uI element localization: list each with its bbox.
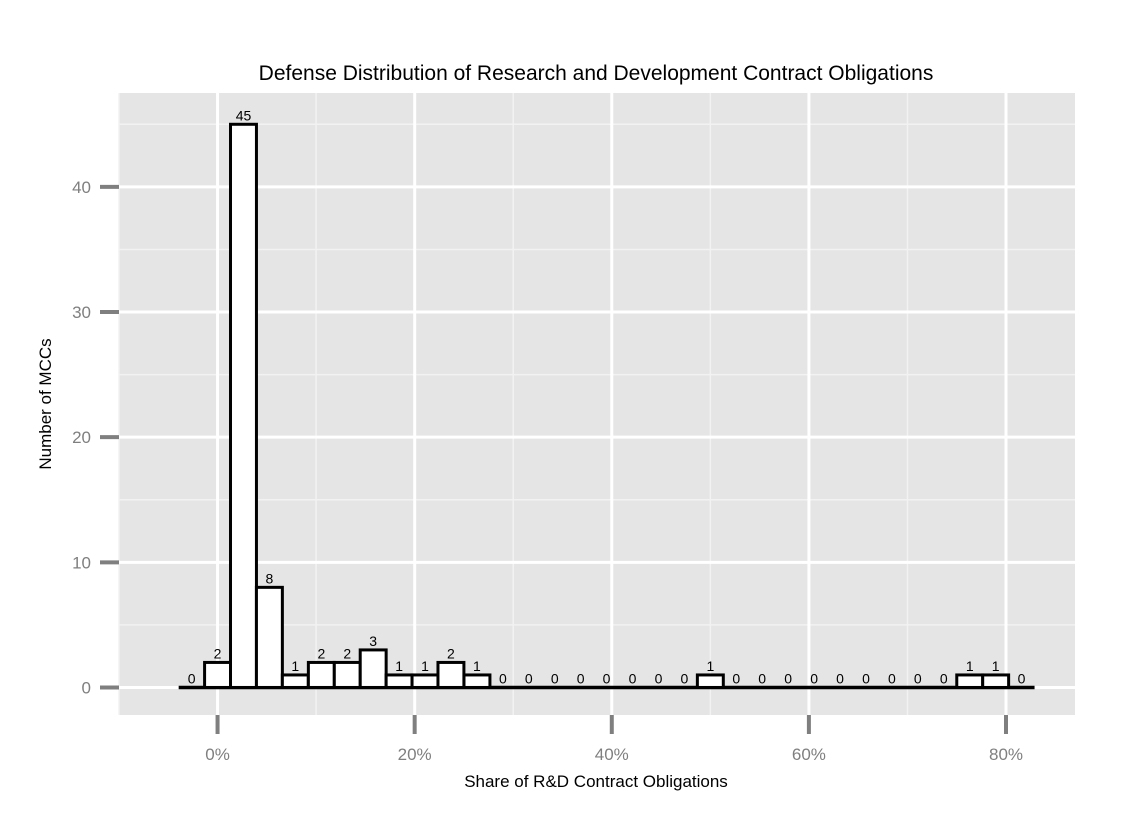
bar-count-label: 0: [681, 670, 689, 686]
bar-count-label: 0: [810, 670, 818, 686]
bar-count-label: 1: [421, 658, 429, 674]
x-axis-title: Share of R&D Contract Obligations: [464, 772, 728, 791]
x-tick-label: 20%: [398, 745, 432, 764]
x-tick-label: 40%: [595, 745, 629, 764]
x-tick-label: 80%: [989, 745, 1023, 764]
x-tick-label: 0%: [205, 745, 230, 764]
histogram-bar: [229, 122, 258, 689]
bar-count-label: 1: [473, 658, 481, 674]
y-axis: 0 10 20 30 40: [72, 178, 119, 697]
bar-count-label: 1: [395, 658, 403, 674]
bar-count-label: 0: [940, 670, 948, 686]
bar-count-labels: 0 2 45 8 1 2 2 3 1 1 2 1 0 0 0 0 0 0 0 0 1 0 0 0 0 0 0 0 0 0 1 1 0: [188, 107, 1026, 686]
histogram-bar: [410, 673, 440, 689]
y-tick-label: 40: [72, 178, 91, 197]
bar-count-label: 2: [343, 645, 351, 661]
bar-count-label: 0: [862, 670, 870, 686]
chart-title: Defense Distribution of Research and Dev…: [259, 62, 934, 85]
bar-count-label: 1: [706, 658, 714, 674]
bar-count-label: 0: [499, 670, 507, 686]
histogram-bar: [254, 585, 284, 689]
bar-count-label: 0: [629, 670, 637, 686]
bar-count-label: 8: [265, 570, 273, 586]
bar-count-label: 1: [992, 658, 1000, 674]
bar-count-label: 0: [655, 670, 663, 686]
bar-count-label: 0: [1018, 670, 1026, 686]
minor-gridlines: [118, 93, 1075, 715]
histogram-bar: [955, 673, 985, 689]
histogram-bar: [384, 673, 414, 689]
bar-count-label: 0: [784, 670, 792, 686]
y-tick-label: 0: [82, 678, 91, 697]
histogram-bar: [280, 673, 310, 689]
histogram-bar: [306, 660, 336, 689]
bar-count-label: 1: [966, 658, 974, 674]
histogram-bar: [462, 673, 492, 689]
y-tick-label: 10: [72, 553, 91, 572]
histogram-bar: [695, 673, 725, 689]
bar-count-label: 2: [214, 645, 222, 661]
histogram-bar: [436, 660, 466, 689]
y-axis-title: Number of MCCs: [36, 338, 55, 469]
bars: [203, 122, 1011, 689]
bar-count-label: 0: [758, 670, 766, 686]
bar-count-label: 0: [551, 670, 559, 686]
bar-count-label: 0: [836, 670, 844, 686]
bar-count-label: 0: [577, 670, 585, 686]
y-tick-label: 30: [72, 303, 91, 322]
bar-count-label: 0: [525, 670, 533, 686]
bar-count-label: 1: [291, 658, 299, 674]
bar-count-label: 0: [603, 670, 611, 686]
y-tick-label: 20: [72, 428, 91, 447]
bar-count-label: 0: [888, 670, 896, 686]
histogram-bar: [358, 648, 388, 689]
bar-count-label: 0: [188, 670, 196, 686]
histogram-bar: [981, 673, 1011, 689]
histogram-bar: [332, 660, 362, 689]
bar-count-label: 0: [732, 670, 740, 686]
bar-count-label: 45: [236, 107, 252, 123]
x-axis: 0% 20% 40% 60% 80%: [205, 715, 1023, 764]
bar-count-label: 2: [317, 645, 325, 661]
x-tick-label: 60%: [792, 745, 826, 764]
histogram-bar: [203, 660, 233, 689]
bar-count-label: 3: [369, 633, 377, 649]
bar-count-label: 0: [914, 670, 922, 686]
bar-count-label: 2: [447, 645, 455, 661]
